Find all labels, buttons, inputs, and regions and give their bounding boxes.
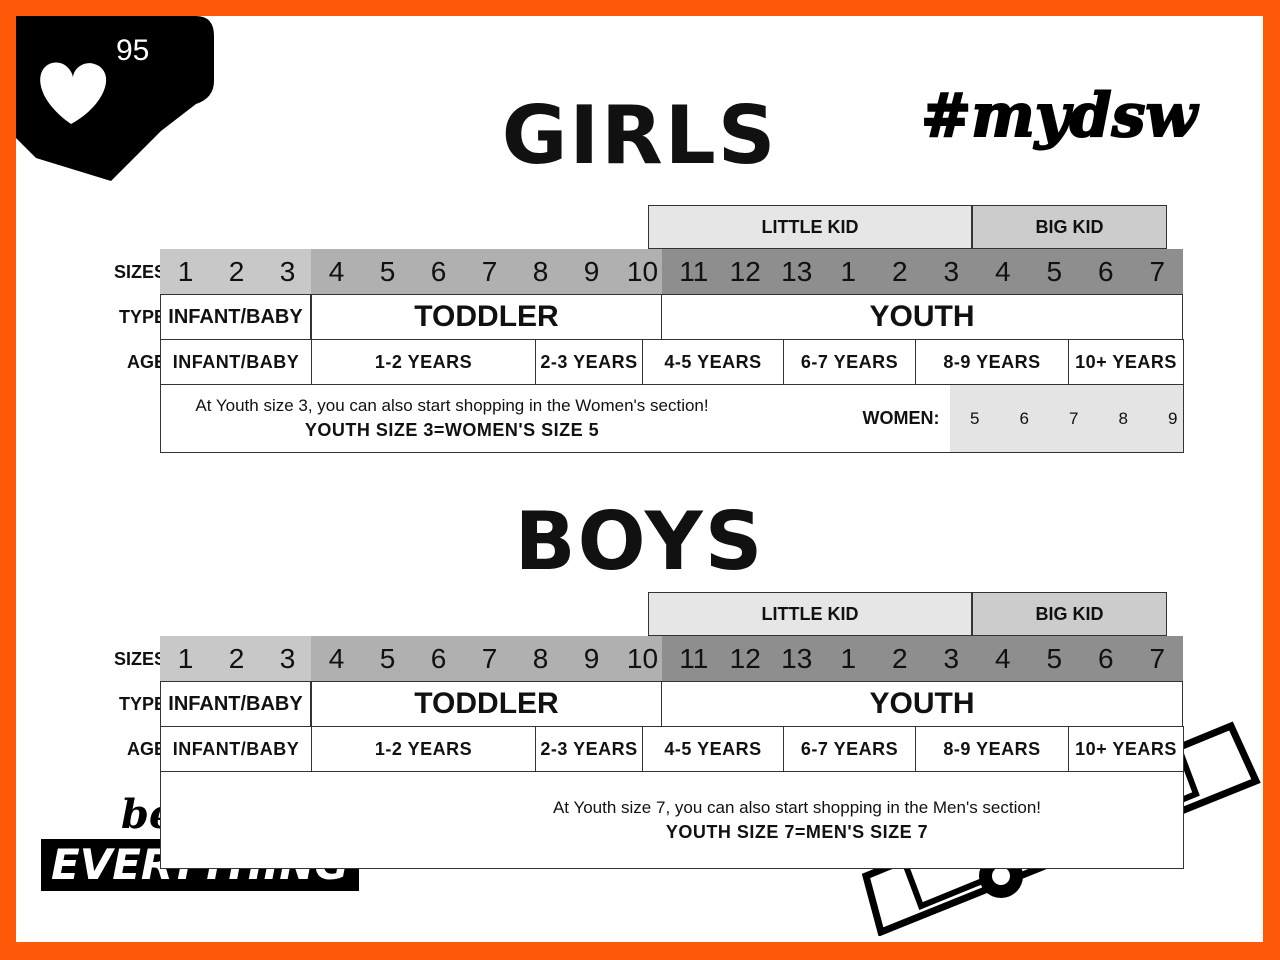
type-label: TYPE — [118, 693, 166, 714]
age-label: AGE — [126, 351, 166, 372]
size-cell: 2 — [228, 643, 245, 674]
age-cell: 2-3 YEARS — [535, 726, 643, 772]
type-cell: INFANT/BABY — [160, 294, 311, 340]
size-cell: 12 — [729, 643, 761, 674]
size-cell: 7 — [481, 643, 498, 674]
size-cell: 2 — [228, 256, 245, 287]
type-cell: TODDLER — [311, 294, 662, 340]
size-cell: 2 — [891, 643, 908, 674]
age-cell: 4-5 YEARS — [642, 726, 784, 772]
size-cell: 10 — [626, 256, 659, 287]
likes-count: 95 — [116, 34, 150, 67]
size-cell: 13 — [781, 256, 813, 287]
age-cell: 6-7 YEARS — [783, 339, 916, 385]
little-kid-header: LITTLE KID — [648, 592, 972, 636]
size-cell: 5 — [379, 256, 396, 287]
size-cell: 1 — [840, 643, 857, 674]
size-cell: 4 — [994, 643, 1011, 674]
size-cell: 9 — [583, 643, 600, 674]
hashtag-logo: #mydsw — [920, 80, 1198, 152]
size-cell: 3 — [943, 256, 960, 287]
type-cell: INFANT/BABY — [160, 681, 311, 727]
age-label: AGE — [126, 738, 166, 759]
age-cell: 1-2 YEARS — [311, 726, 536, 772]
size-cell: 1 — [840, 256, 857, 287]
note-conversion: YOUTH SIZE 3=WOMEN'S SIZE 5 — [304, 420, 600, 440]
boys-size-chart: LITTLE KID BIG KID SIZES TYPE AGE 1 2 3 4 5 6 7 8 9 10… — [16, 592, 1263, 869]
note-box: At Youth size 7, you can also start shop… — [160, 771, 1184, 869]
size-cell: 1 — [177, 643, 194, 674]
infant-band — [160, 636, 311, 682]
big-kid-header: BIG KID — [972, 592, 1167, 636]
age-cell: 8-9 YEARS — [915, 339, 1069, 385]
women-size-cell: 8 — [1118, 408, 1128, 428]
youth-band — [662, 636, 1183, 682]
type-cell: TODDLER — [311, 681, 662, 727]
note-text: At Youth size 3, you can also start shop… — [195, 396, 709, 415]
size-cell: 4 — [328, 643, 345, 674]
youth-band — [662, 249, 1183, 295]
badge-shape — [16, 16, 214, 181]
age-cell: 1-2 YEARS — [311, 339, 536, 385]
size-cell: 4 — [328, 256, 345, 287]
toddler-band — [311, 636, 663, 682]
women-size-cell: 9 — [1168, 408, 1178, 428]
size-cell: 7 — [1149, 256, 1166, 287]
size-cell: 6 — [430, 643, 447, 674]
sizes-label: SIZES — [113, 261, 166, 282]
sizes-label: SIZES — [113, 648, 166, 669]
age-cell: 2-3 YEARS — [535, 339, 643, 385]
note-text: At Youth size 7, you can also start shop… — [552, 797, 1042, 817]
age-cell: 4-5 YEARS — [642, 339, 784, 385]
size-cell: 5 — [1046, 643, 1063, 674]
size-cell: 12 — [729, 256, 761, 287]
size-cell: 13 — [781, 643, 813, 674]
age-cell: 10+ YEARS — [1068, 339, 1184, 385]
boys-title: BOYS — [514, 495, 765, 588]
women-size-cell: 5 — [970, 408, 980, 428]
note-conversion: YOUTH SIZE 7=MEN'S SIZE 7 — [665, 821, 929, 842]
size-cell: 9 — [583, 256, 600, 287]
size-cell: 2 — [891, 256, 908, 287]
heart-icon — [40, 62, 107, 124]
type-label: TYPE — [118, 306, 166, 327]
size-cell: 7 — [481, 256, 498, 287]
size-cell: 11 — [679, 643, 709, 674]
infant-band — [160, 249, 311, 295]
type-cell: YOUTH — [661, 681, 1183, 727]
size-cell: 6 — [1097, 256, 1114, 287]
girls-title: GIRLS — [501, 89, 778, 182]
age-cell: INFANT/BABY — [160, 339, 312, 385]
likes-badge: 95 — [16, 16, 216, 181]
age-cell: 6-7 YEARS — [783, 726, 916, 772]
women-size-cell: 7 — [1069, 408, 1079, 428]
size-cell: 3 — [279, 256, 296, 287]
size-cell: 3 — [943, 643, 960, 674]
size-cell: 4 — [994, 256, 1011, 287]
women-band — [950, 385, 1183, 452]
big-kid-header: BIG KID — [972, 205, 1167, 249]
size-cell: 1 — [177, 256, 194, 287]
size-cell: 7 — [1149, 643, 1166, 674]
type-cell: YOUTH — [661, 294, 1183, 340]
little-kid-header: LITTLE KID — [648, 205, 972, 249]
age-cell: 8-9 YEARS — [915, 726, 1069, 772]
size-cell: 10 — [626, 643, 659, 674]
size-cell: 8 — [532, 256, 549, 287]
women-size-cell: 6 — [1019, 408, 1029, 428]
size-cell: 11 — [679, 256, 709, 287]
girls-size-chart: LITTLE KID BIG KID SIZES TYPE AGE 1 2 3 4 5 6 7 8 9 10… — [16, 205, 1263, 465]
size-cell: 8 — [532, 643, 549, 674]
size-cell: 5 — [1046, 256, 1063, 287]
women-label: WOMEN: — [862, 408, 940, 428]
size-cell: 6 — [1097, 643, 1114, 674]
toddler-band — [311, 249, 663, 295]
age-cell: 10+ YEARS — [1068, 726, 1184, 772]
size-cell: 5 — [379, 643, 396, 674]
size-chart-page: 95 #mydsw best of EVERYTHING GIRLS LITTL… — [16, 16, 1263, 942]
size-cell: 6 — [430, 256, 447, 287]
age-cell: INFANT/BABY — [160, 726, 312, 772]
size-cell: 3 — [279, 643, 296, 674]
